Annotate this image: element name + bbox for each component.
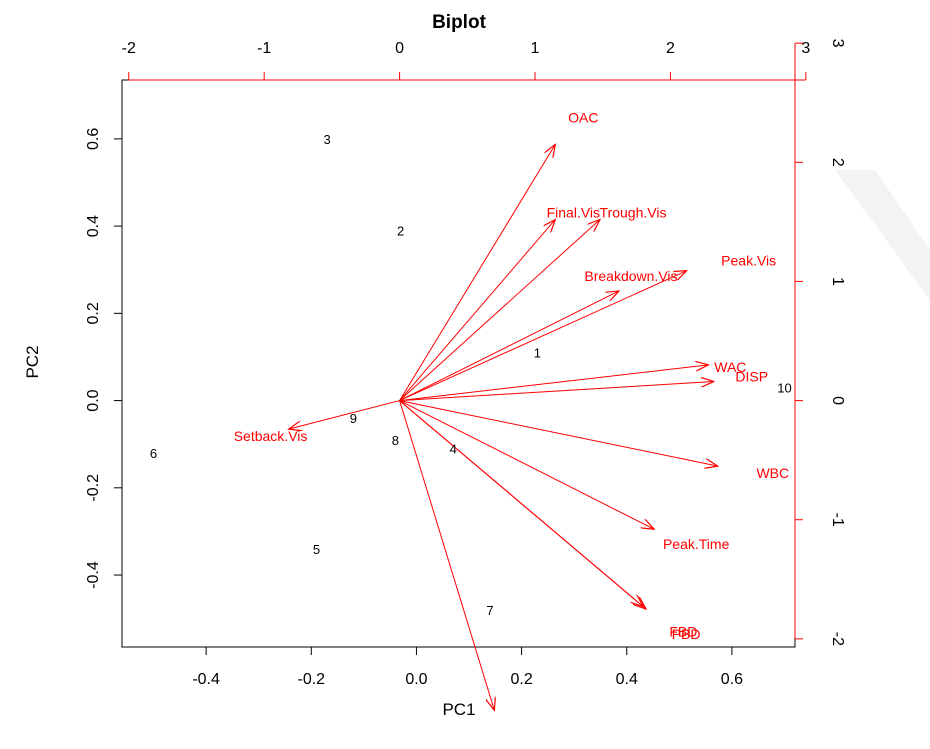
loading-arrows xyxy=(289,144,718,710)
loading-arrow xyxy=(399,144,556,401)
secondary-y-tick-label: 2 xyxy=(829,158,846,167)
loading-label: WAC xyxy=(714,359,746,375)
loading-arrow xyxy=(399,271,687,402)
axes: -0.4 -0.2 0.0 0.2 0.4 0.6 -0.4 -0.2 0.0 0.2 0.4 0.6… xyxy=(85,39,846,688)
loading-arrow xyxy=(399,400,495,711)
x-tick-label: 0.4 xyxy=(616,671,638,688)
observation-label: 9 xyxy=(350,411,357,426)
loading-arrow xyxy=(399,400,644,607)
observation-label: 7 xyxy=(486,603,493,618)
loading-label: Peak.Time xyxy=(663,536,730,552)
secondary-y-tick-label: 0 xyxy=(829,396,846,405)
x-tick-label: 0.6 xyxy=(721,671,743,688)
secondary-y-tick-label: 1 xyxy=(829,277,846,286)
y-tick-label: 0.6 xyxy=(85,128,102,150)
loading-arrow xyxy=(399,400,718,467)
x-tick-label: -0.4 xyxy=(192,671,220,688)
loading-arrow xyxy=(399,219,556,401)
observation-label: 3 xyxy=(323,132,330,147)
loading-label: Final.Vis xyxy=(547,204,600,220)
observation-label: 5 xyxy=(313,542,320,557)
chart-title: Biplot xyxy=(432,12,486,33)
loading-label: Peak.Vis xyxy=(721,253,776,269)
loading-labels: OAC Final.Vis Trough.Vis Peak.Vis Breakdown.… xyxy=(234,109,789,749)
loading-label: DISP xyxy=(735,369,768,385)
secondary-x-tick-label: 2 xyxy=(666,40,675,57)
y-tick-label: -0.2 xyxy=(85,474,102,502)
loading-label: PBD xyxy=(672,626,701,642)
loading-arrow xyxy=(399,382,714,402)
observation-label: 1 xyxy=(534,346,541,361)
secondary-x-tick-label: 0 xyxy=(395,40,404,57)
observation-labels: 1 2 3 4 5 6 7 8 9 10 xyxy=(150,132,792,618)
x-axis-label: PC1 xyxy=(442,700,475,719)
y-tick-label: 0.4 xyxy=(85,215,102,237)
loading-label: Setback.Vis xyxy=(234,428,308,444)
loading-arrow xyxy=(289,400,400,430)
loading-arrow xyxy=(399,219,600,401)
x-tick-label: 0.0 xyxy=(405,671,427,688)
x-tick-label: 0.2 xyxy=(510,671,532,688)
y-tick-label: -0.4 xyxy=(85,561,102,589)
loading-label: Breakdown.Vis xyxy=(584,268,677,284)
loading-label: WBC xyxy=(756,465,789,481)
loading-arrow xyxy=(399,291,619,402)
loading-label: FBD xyxy=(669,624,697,640)
y-axis-label: PC2 xyxy=(23,345,42,378)
loading-label: Pasting.Temp xyxy=(476,747,561,749)
observation-label: 10 xyxy=(777,380,791,395)
loading-label: Trough.Vis xyxy=(600,204,667,220)
y-tick-label: 0.0 xyxy=(85,389,102,411)
x-tick-label: -0.2 xyxy=(297,671,325,688)
loading-arrow xyxy=(399,365,709,402)
observation-label: 6 xyxy=(150,446,157,461)
plot-frame xyxy=(121,79,796,648)
observation-label: 2 xyxy=(397,223,404,238)
secondary-y-tick-label: -1 xyxy=(829,513,846,527)
secondary-y-tick-label: -2 xyxy=(829,632,846,646)
loading-arrow xyxy=(399,400,655,530)
secondary-x-tick-label: 1 xyxy=(531,40,540,57)
secondary-y-tick-label: 3 xyxy=(829,39,846,48)
secondary-x-tick-label: -1 xyxy=(257,40,271,57)
secondary-x-tick-label: 3 xyxy=(801,40,810,57)
y-tick-label: 0.2 xyxy=(85,302,102,324)
secondary-x-tick-label: -2 xyxy=(122,40,136,57)
loading-label: OAC xyxy=(568,109,598,125)
observation-label: 4 xyxy=(450,442,457,457)
observation-label: 8 xyxy=(392,433,399,448)
